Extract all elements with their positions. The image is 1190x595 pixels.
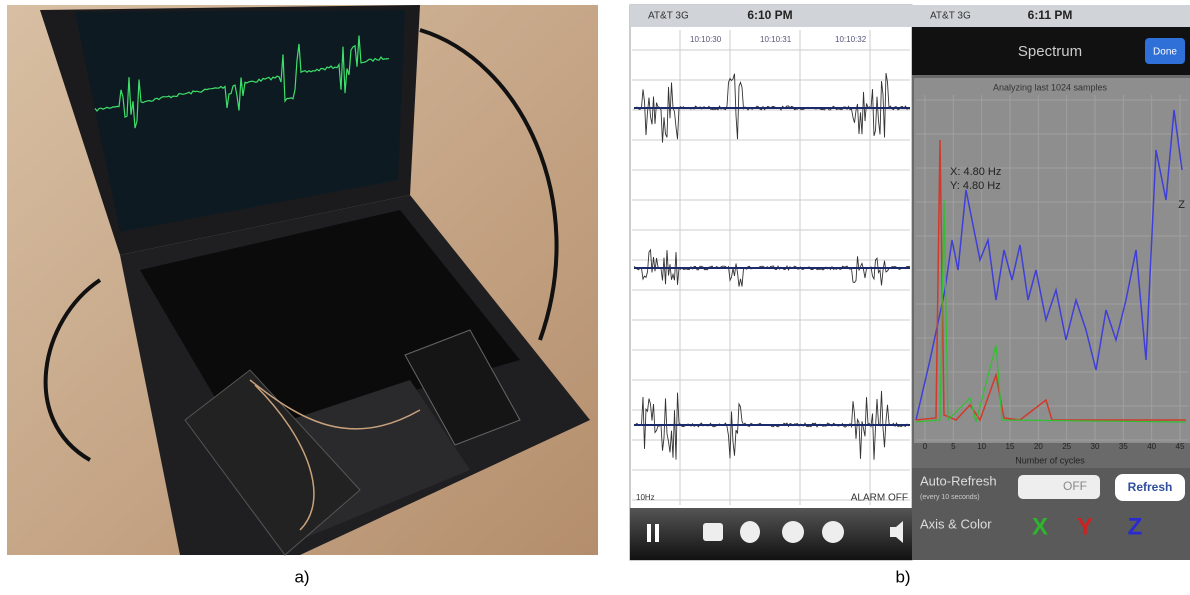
phone-left: AT&T 3G 6:10 PM 10:10:30 10:10:31 10:10:… xyxy=(630,5,912,560)
page: {"figure": { "panel_a": {"caption": "a)"… xyxy=(0,0,1190,595)
caption: b) xyxy=(895,567,910,586)
photo-a xyxy=(7,5,598,555)
auto-refresh-note: (every 10 seconds) xyxy=(920,494,980,501)
side-label: Z xyxy=(1178,199,1185,211)
x-tick-label: 40 xyxy=(1147,442,1156,451)
axis-x[interactable]: X xyxy=(1032,513,1048,540)
database-icon[interactable] xyxy=(740,521,760,543)
nav-title: Spectrum xyxy=(1018,43,1082,60)
chart-icon[interactable] xyxy=(703,523,723,541)
timestamp: 10:10:30 xyxy=(690,35,722,44)
x-tick-label: 15 xyxy=(1006,442,1015,451)
alarm-label: ALARM OFF xyxy=(851,493,908,504)
toggle[interactable] xyxy=(1018,475,1100,499)
axis-y[interactable]: Y xyxy=(1077,513,1093,540)
carrier: AT&T 3G xyxy=(930,11,971,22)
info-icon[interactable] xyxy=(822,521,844,543)
axis-color-label: Axis & Color xyxy=(920,516,992,531)
figure: AT&T 3G 6:10 PM 10:10:30 10:10:31 10:10:… xyxy=(0,0,1190,595)
done-label[interactable]: Done xyxy=(1153,47,1177,58)
timestamp: 10:10:31 xyxy=(760,35,792,44)
x-tick-label: 30 xyxy=(1091,442,1100,451)
clock: 6:10 PM xyxy=(747,8,792,22)
pause-icon[interactable] xyxy=(647,524,651,542)
phone-right: AT&T 3G 6:11 PM Spectrum Done Analyzing … xyxy=(912,5,1190,560)
x-tick-label: 0 xyxy=(923,442,928,451)
cursor-y: Y: 4.80 Hz xyxy=(950,180,1001,192)
axis-z[interactable]: Z xyxy=(1128,513,1143,540)
x-tick-label: 5 xyxy=(951,442,956,451)
carrier: AT&T 3G xyxy=(648,11,689,22)
x-tick-label: 25 xyxy=(1062,442,1071,451)
plot-subtitle: Analyzing last 1024 samples xyxy=(993,82,1108,92)
x-tick-label: 35 xyxy=(1119,442,1128,451)
x-axis-label: Number of cycles xyxy=(1015,455,1085,465)
caption: a) xyxy=(294,567,309,586)
clock: 6:11 PM xyxy=(1028,8,1073,22)
cursor-x: X: 4.80 Hz xyxy=(950,166,1001,178)
x-tick-label: 45 xyxy=(1176,442,1185,451)
x-tick-label: 10 xyxy=(977,442,986,451)
refresh-label[interactable]: Refresh xyxy=(1128,480,1173,494)
toggle-label[interactable]: OFF xyxy=(1063,479,1087,493)
timestamp: 10:10:32 xyxy=(835,35,867,44)
pause-icon[interactable] xyxy=(655,524,659,542)
x-tick-label: 20 xyxy=(1034,442,1043,451)
auto-refresh-label: Auto-Refresh xyxy=(920,473,997,488)
scale-label: 10Hz xyxy=(636,493,655,502)
settings-icon[interactable] xyxy=(782,521,804,543)
toolbar xyxy=(630,508,912,560)
